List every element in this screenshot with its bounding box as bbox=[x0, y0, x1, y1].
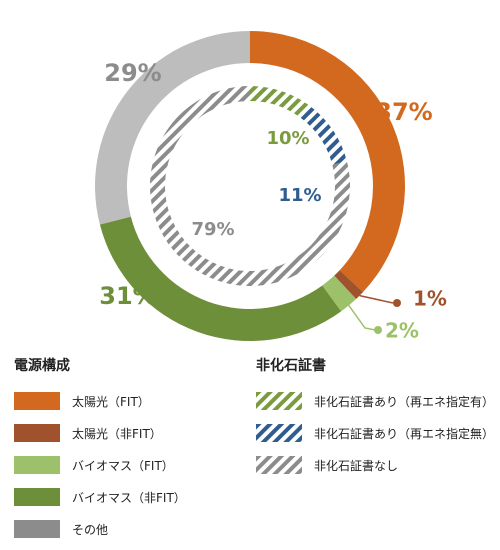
legend-item-solar-nonfit: 太陽光（非FIT） bbox=[14, 423, 162, 443]
label-bio-fit: 2% bbox=[385, 319, 419, 343]
swatch-cert-none bbox=[256, 456, 302, 474]
legend-label-cert-none: 非化石証書なし bbox=[314, 458, 399, 473]
label-other: 29% bbox=[104, 59, 161, 87]
leader-dot-solar-nonfit bbox=[393, 299, 401, 307]
legend-label-solar-fit: 太陽光（FIT） bbox=[72, 394, 150, 409]
swatch-cert-renewable bbox=[256, 392, 302, 410]
label-cert-nonrenewable: 11% bbox=[278, 185, 321, 206]
label-cert-renewable: 10% bbox=[266, 128, 309, 149]
slice-solar-nonfit bbox=[334, 270, 363, 299]
label-solar-nonfit: 1% bbox=[413, 287, 447, 311]
legend-label-cert-nonrenewable: 非化石証書あり（再エネ指定無） bbox=[314, 426, 495, 441]
swatch-bio-fit bbox=[14, 456, 60, 474]
donut-chart: 37% 1% 2% 31% 29% 10% 11% 79% bbox=[95, 31, 447, 343]
swatch-bio-nonfit bbox=[14, 488, 60, 506]
legend-item-cert-none: 非化石証書なし bbox=[256, 455, 398, 475]
slice-solar-fit bbox=[250, 31, 405, 293]
legend-power-title: 電源構成 bbox=[14, 358, 70, 374]
swatch-other bbox=[14, 520, 60, 538]
legend-label-bio-fit: バイオマス（FIT） bbox=[72, 458, 174, 473]
legend-item-cert-nonrenewable: 非化石証書あり（再エネ指定無） bbox=[256, 423, 494, 443]
swatch-solar-fit bbox=[14, 392, 60, 410]
legend-item-other: その他 bbox=[14, 519, 108, 539]
outer-donut bbox=[95, 31, 405, 341]
leader-solar-nonfit bbox=[359, 294, 394, 304]
legend-item-bio-nonfit: バイオマス（非FIT） bbox=[14, 487, 186, 507]
leader-bio-fit bbox=[348, 304, 376, 331]
legend-item-bio-fit: バイオマス（FIT） bbox=[14, 455, 174, 475]
legend-item-cert-renewable: 非化石証書あり（再エネ指定有） bbox=[256, 391, 494, 411]
leader-lines bbox=[348, 294, 401, 334]
slice-cert-renewable bbox=[250, 86, 309, 118]
legend-label-other: その他 bbox=[72, 522, 109, 537]
label-cert-none: 79% bbox=[191, 219, 234, 240]
legend-cert-title: 非化石証書 bbox=[256, 358, 326, 374]
leader-dot-bio-fit bbox=[374, 326, 382, 334]
legend-label-solar-nonfit: 太陽光（非FIT） bbox=[72, 426, 162, 441]
slice-bio-nonfit bbox=[99, 216, 342, 341]
data-labels: 37% 1% 2% 31% 29% 10% 11% 79% bbox=[99, 59, 447, 343]
slice-bio-fit bbox=[322, 275, 357, 312]
slice-cert-nonrenewable bbox=[299, 105, 347, 165]
legend-label-cert-renewable: 非化石証書あり（再エネ指定有） bbox=[314, 394, 495, 409]
inner-donut bbox=[149, 86, 350, 286]
label-bio-nonfit: 31% bbox=[99, 282, 156, 310]
slice-other bbox=[95, 31, 250, 225]
swatch-cert-nonrenewable bbox=[256, 424, 302, 442]
legend-label-bio-nonfit: バイオマス（非FIT） bbox=[72, 490, 186, 505]
legend-item-solar-fit: 太陽光（FIT） bbox=[14, 391, 150, 411]
label-solar-fit: 37% bbox=[375, 98, 432, 126]
swatch-solar-nonfit bbox=[14, 424, 60, 442]
